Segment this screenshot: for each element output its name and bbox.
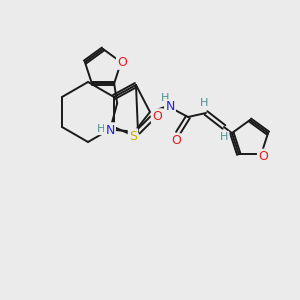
Text: O: O [258, 150, 268, 163]
Text: N: N [105, 124, 115, 136]
Text: N: N [165, 100, 175, 113]
Text: H: H [220, 132, 228, 142]
Text: H: H [200, 98, 208, 108]
Text: O: O [117, 56, 127, 69]
Text: S: S [129, 130, 137, 142]
Text: H: H [161, 93, 169, 103]
Text: O: O [152, 110, 162, 122]
Text: O: O [171, 134, 181, 148]
Text: H: H [97, 124, 105, 134]
